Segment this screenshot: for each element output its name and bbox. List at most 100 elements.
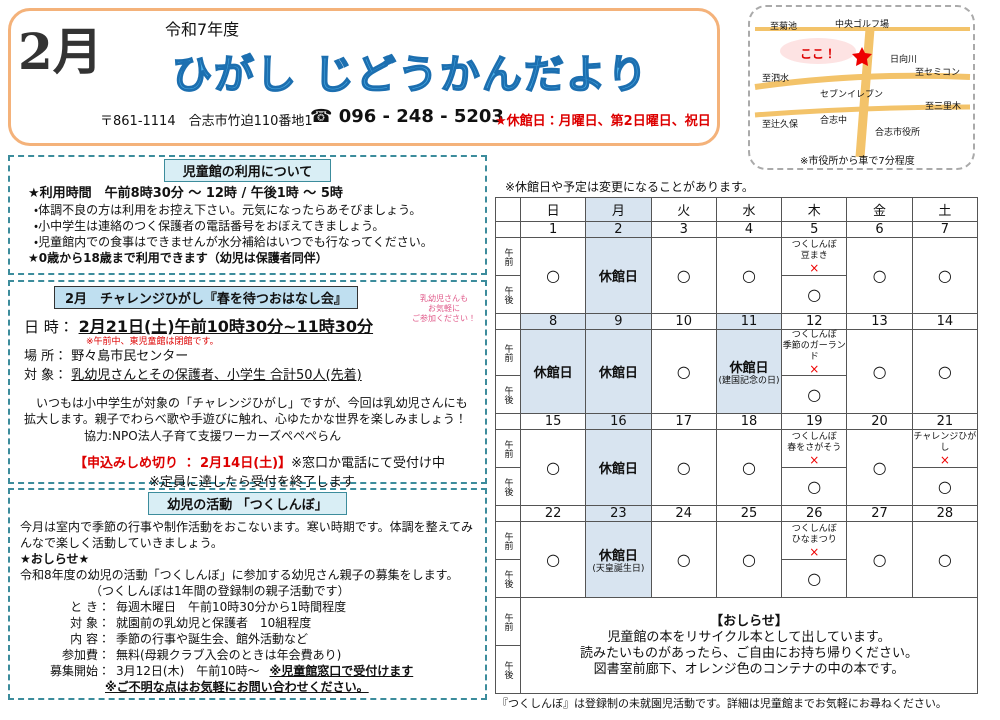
- pm-row: 午後 ○ ○: [495, 467, 979, 506]
- half-label-text: 午前: [502, 531, 513, 550]
- date: 7: [911, 221, 979, 238]
- half-label: 午後: [495, 645, 521, 694]
- pm-cell: ○: [781, 467, 848, 506]
- map-label: 合志市役所: [875, 128, 921, 138]
- date-row: 8 9 10 11 12 13 14: [495, 313, 979, 330]
- corner: [495, 197, 521, 222]
- row-value: 野々島市民センター: [71, 349, 189, 364]
- date-label: [495, 413, 521, 430]
- day-cell: ○: [519, 237, 587, 314]
- map-label: 至泗水: [762, 74, 790, 84]
- closed-cell: 休館日: [585, 429, 652, 506]
- am-row: 午前 ○ 休館日 ○ ○ つくしんぼ 豆まき × ○ ○: [495, 237, 979, 314]
- header-box: [8, 8, 720, 146]
- open-mark: ○: [807, 285, 822, 304]
- am-cell: つくしんぼ 季節のガーランド ×: [781, 329, 848, 376]
- map-label: ここ！: [800, 47, 837, 61]
- half-label: 午前: [495, 597, 521, 646]
- open-mark: ○: [937, 362, 952, 381]
- usage-line: ・体調不良の方は利用をお控え下さい。元気になったらあそびましょう。: [34, 203, 422, 217]
- open-mark: ○: [807, 477, 822, 496]
- event-text: 豆まき: [800, 250, 828, 261]
- recruit-note: （つくしんぼは1年間の登録制の親子活動です）: [90, 584, 350, 598]
- event-text: つくしんぼ: [791, 431, 837, 442]
- date: 27: [846, 505, 913, 522]
- open-mark: ○: [742, 458, 756, 477]
- day-cell: ○: [519, 521, 587, 598]
- date: 24: [650, 505, 717, 522]
- day-cell: ○: [846, 521, 913, 598]
- notice-title: ★おしらせ★: [20, 552, 90, 566]
- day-cell: ○: [846, 329, 913, 414]
- row-note: ※児童館窓口で受付けます: [269, 664, 414, 678]
- date: 26: [781, 505, 848, 522]
- half-label-text: 午後: [502, 285, 513, 304]
- weekday: 金: [846, 197, 913, 222]
- am-cell: つくしんぼ ひなまつり ×: [781, 521, 848, 560]
- map-label: 合志中: [820, 116, 848, 126]
- half-label-text: 午前: [502, 343, 513, 362]
- day-cell: ○: [911, 329, 979, 414]
- capacity-note: ※定員に達したら受付を終了します: [149, 475, 355, 490]
- closed-label: 休館日: [533, 366, 573, 381]
- day-cell: ○: [846, 237, 913, 314]
- date: 19: [781, 413, 848, 430]
- event-text: ひなまつり: [791, 534, 837, 545]
- half-label-text: 午後: [502, 660, 513, 679]
- description: いつもは小中学生が対象の「チャレンジひがし」ですが、今回は乳幼児さんにも拡大しま…: [24, 396, 468, 426]
- date-label: [495, 505, 521, 522]
- map-note: ※市役所から車で7分程度: [800, 156, 915, 167]
- closed-cell: 休館日: [585, 329, 652, 414]
- recruit-row: 募集開始： 3月12日(木) 午前10時～ ※児童館窓口で受付けます: [48, 663, 475, 679]
- half-label-text: 午前: [502, 439, 513, 458]
- recruit-row: 対 象： 就園前の乳幼児と保護者 10組程度: [48, 615, 475, 631]
- tsukushinbo-section: 幼児の活動 「つくしんぼ」 今月は室内で季節の行事や制作活動をおこないます。寒い…: [8, 488, 487, 700]
- row-value: 乳幼児さんとその保護者、小学生 合計50人(先着): [71, 368, 362, 383]
- era: 令和7年度: [165, 20, 240, 39]
- day-cell: ○: [519, 429, 587, 506]
- date: 14: [911, 313, 979, 330]
- day-cell: ○: [650, 329, 717, 414]
- closed-label: 休館日: [729, 360, 769, 376]
- weekday: 日: [519, 197, 587, 222]
- open-mark: ○: [676, 362, 691, 381]
- event-text: 春をさがそう: [787, 442, 842, 453]
- closed-label: 休館日: [598, 270, 638, 285]
- closed-note: (建国記念の日): [718, 375, 780, 386]
- row-label: 参加費：: [61, 648, 110, 662]
- open-mark: ○: [742, 266, 756, 285]
- map: 至菊池 中央ゴルフ場 ここ！ 日向川 至泗水 至セミコン セブンイレブン 至三里…: [748, 5, 975, 170]
- calendar: 日月火水木金土 1 2 3 4 5 6 7 午前 ○ 休館日 ○ ○ つくしんぼ 豆まき × ○ ○ 午後 ○ 8 9 10…: [495, 197, 979, 694]
- date: 1: [519, 221, 587, 238]
- am-cell: つくしんぼ 豆まき ×: [781, 237, 848, 276]
- recruit: 令和8年度の幼児の活動「つくしんぼ」に参加する幼児さん親子の募集をします。: [20, 568, 459, 582]
- date-label: [495, 313, 521, 330]
- row-label: と き：: [70, 600, 110, 614]
- event-text: チャレンジひがし: [913, 431, 977, 453]
- half-label: 午後: [495, 467, 521, 506]
- day-cell: ○: [650, 521, 717, 598]
- am-row: 午前 ○ 休館日 (天皇誕生日) ○ ○ つくしんぼ ひなまつり × ○ ○: [495, 521, 979, 598]
- half-label: 午前: [495, 521, 521, 560]
- side-note-line: 乳幼児さんも: [420, 294, 468, 303]
- open-mark: ○: [676, 550, 691, 569]
- am-cell: つくしんぼ 春をさがそう ×: [781, 429, 848, 468]
- row-label: 日 時：: [24, 318, 74, 336]
- usage-line: ・児童館内での食事はできませんが水分補給はいつでも行なってください。: [34, 235, 433, 249]
- deadline: 【申込みしめ切り ： 2月14日(土)】: [74, 456, 292, 471]
- map-label: 至三里木: [925, 102, 962, 112]
- row-value: 季節の行事や誕生会、館外活動など: [116, 632, 309, 646]
- date-label: [495, 221, 521, 238]
- date: 11: [715, 313, 783, 330]
- date: 13: [846, 313, 913, 330]
- open-mark: ○: [742, 550, 756, 569]
- open-mark: ○: [872, 458, 887, 477]
- side-note: 乳幼児さんも お気軽に ご参加ください！: [412, 294, 476, 324]
- date: 25: [715, 505, 783, 522]
- address: 〒861-1114 合志市竹迫110番地1: [100, 114, 313, 129]
- notice-line: 読みたいものがあったら、ご自由にお持ち帰りください。: [579, 645, 918, 661]
- date: 9: [585, 313, 652, 330]
- date-row: 15 16 17 18 19 20 21: [495, 413, 979, 430]
- date: 12: [781, 313, 848, 330]
- open-mark: ○: [676, 266, 691, 285]
